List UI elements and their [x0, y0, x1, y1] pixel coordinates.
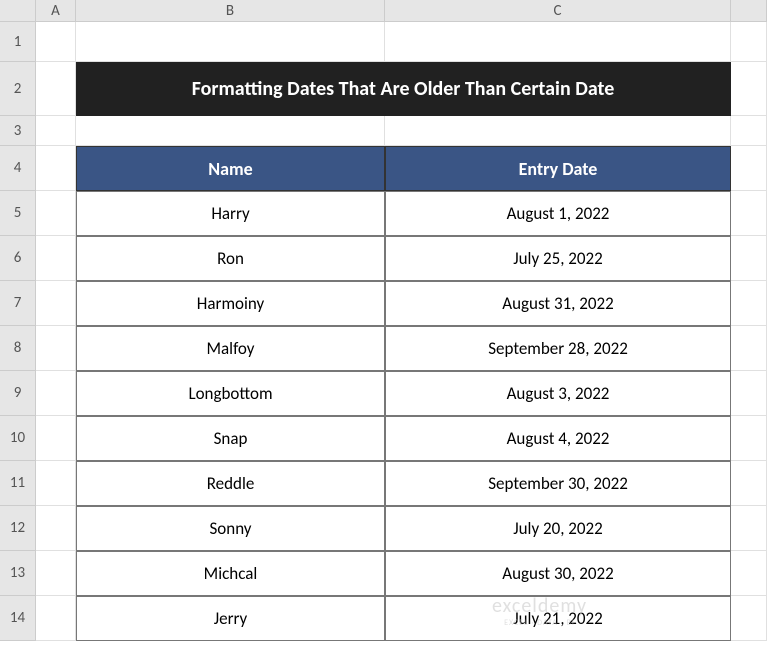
- row-header-3[interactable]: 3: [0, 116, 36, 146]
- table-header-name[interactable]: Name: [76, 146, 385, 191]
- cell-date-5[interactable]: August 4, 2022: [385, 416, 731, 461]
- row-header-4[interactable]: 4: [0, 146, 36, 191]
- cell-name-9[interactable]: Jerry: [76, 596, 385, 641]
- row-header-8[interactable]: 8: [0, 326, 36, 371]
- cell-d1[interactable]: [731, 22, 767, 62]
- cell-d13[interactable]: [731, 551, 767, 596]
- spreadsheet-grid: A B C 1 2 Formatting Dates That Are Olde…: [0, 0, 767, 641]
- row-header-9[interactable]: 9: [0, 371, 36, 416]
- cell-name-3[interactable]: Malfoy: [76, 326, 385, 371]
- row-header-13[interactable]: 13: [0, 551, 36, 596]
- cell-d3[interactable]: [731, 116, 767, 146]
- cell-name-5[interactable]: Snap: [76, 416, 385, 461]
- cell-a8[interactable]: [36, 326, 76, 371]
- row-header-12[interactable]: 12: [0, 506, 36, 551]
- cell-date-0[interactable]: August 1, 2022: [385, 191, 731, 236]
- cell-name-0[interactable]: Harry: [76, 191, 385, 236]
- col-header-c[interactable]: C: [385, 0, 731, 22]
- cell-a14[interactable]: [36, 596, 76, 641]
- cell-a7[interactable]: [36, 281, 76, 326]
- cell-name-8[interactable]: Michcal: [76, 551, 385, 596]
- cell-name-4[interactable]: Longbottom: [76, 371, 385, 416]
- cell-c3[interactable]: [385, 116, 731, 146]
- cell-b1[interactable]: [76, 22, 385, 62]
- row-header-11[interactable]: 11: [0, 461, 36, 506]
- cell-a3[interactable]: [36, 116, 76, 146]
- select-all-corner[interactable]: [0, 0, 36, 22]
- row-header-2[interactable]: 2: [0, 62, 36, 116]
- cell-a2[interactable]: [36, 62, 76, 116]
- cell-name-6[interactable]: Reddle: [76, 461, 385, 506]
- cell-d7[interactable]: [731, 281, 767, 326]
- cell-a4[interactable]: [36, 146, 76, 191]
- cell-date-2[interactable]: August 31, 2022: [385, 281, 731, 326]
- cell-name-7[interactable]: Sonny: [76, 506, 385, 551]
- cell-d10[interactable]: [731, 416, 767, 461]
- cell-date-6[interactable]: September 30, 2022: [385, 461, 731, 506]
- col-header-a[interactable]: A: [36, 0, 76, 22]
- cell-d12[interactable]: [731, 506, 767, 551]
- cell-date-4[interactable]: August 3, 2022: [385, 371, 731, 416]
- col-header-b[interactable]: B: [76, 0, 385, 22]
- cell-d11[interactable]: [731, 461, 767, 506]
- cell-b3[interactable]: [76, 116, 385, 146]
- cell-d2[interactable]: [731, 62, 767, 116]
- cell-date-3[interactable]: September 28, 2022: [385, 326, 731, 371]
- col-header-d[interactable]: [731, 0, 767, 22]
- row-header-14[interactable]: 14: [0, 596, 36, 641]
- row-header-1[interactable]: 1: [0, 22, 36, 62]
- cell-a13[interactable]: [36, 551, 76, 596]
- cell-d14[interactable]: [731, 596, 767, 641]
- cell-a10[interactable]: [36, 416, 76, 461]
- row-header-5[interactable]: 5: [0, 191, 36, 236]
- cell-a1[interactable]: [36, 22, 76, 62]
- row-header-10[interactable]: 10: [0, 416, 36, 461]
- row-header-6[interactable]: 6: [0, 236, 36, 281]
- cell-c1[interactable]: [385, 22, 731, 62]
- cell-date-9[interactable]: July 21, 2022: [385, 596, 731, 641]
- cell-date-8[interactable]: August 30, 2022: [385, 551, 731, 596]
- title-cell[interactable]: Formatting Dates That Are Older Than Cer…: [76, 62, 731, 116]
- cell-name-2[interactable]: Harmoiny: [76, 281, 385, 326]
- cell-date-7[interactable]: July 20, 2022: [385, 506, 731, 551]
- table-header-date[interactable]: Entry Date: [385, 146, 731, 191]
- cell-d5[interactable]: [731, 191, 767, 236]
- cell-d8[interactable]: [731, 326, 767, 371]
- cell-d4[interactable]: [731, 146, 767, 191]
- cell-a9[interactable]: [36, 371, 76, 416]
- cell-d9[interactable]: [731, 371, 767, 416]
- cell-a11[interactable]: [36, 461, 76, 506]
- cell-a12[interactable]: [36, 506, 76, 551]
- cell-d6[interactable]: [731, 236, 767, 281]
- cell-a6[interactable]: [36, 236, 76, 281]
- cell-name-1[interactable]: Ron: [76, 236, 385, 281]
- row-header-7[interactable]: 7: [0, 281, 36, 326]
- cell-date-1[interactable]: July 25, 2022: [385, 236, 731, 281]
- cell-a5[interactable]: [36, 191, 76, 236]
